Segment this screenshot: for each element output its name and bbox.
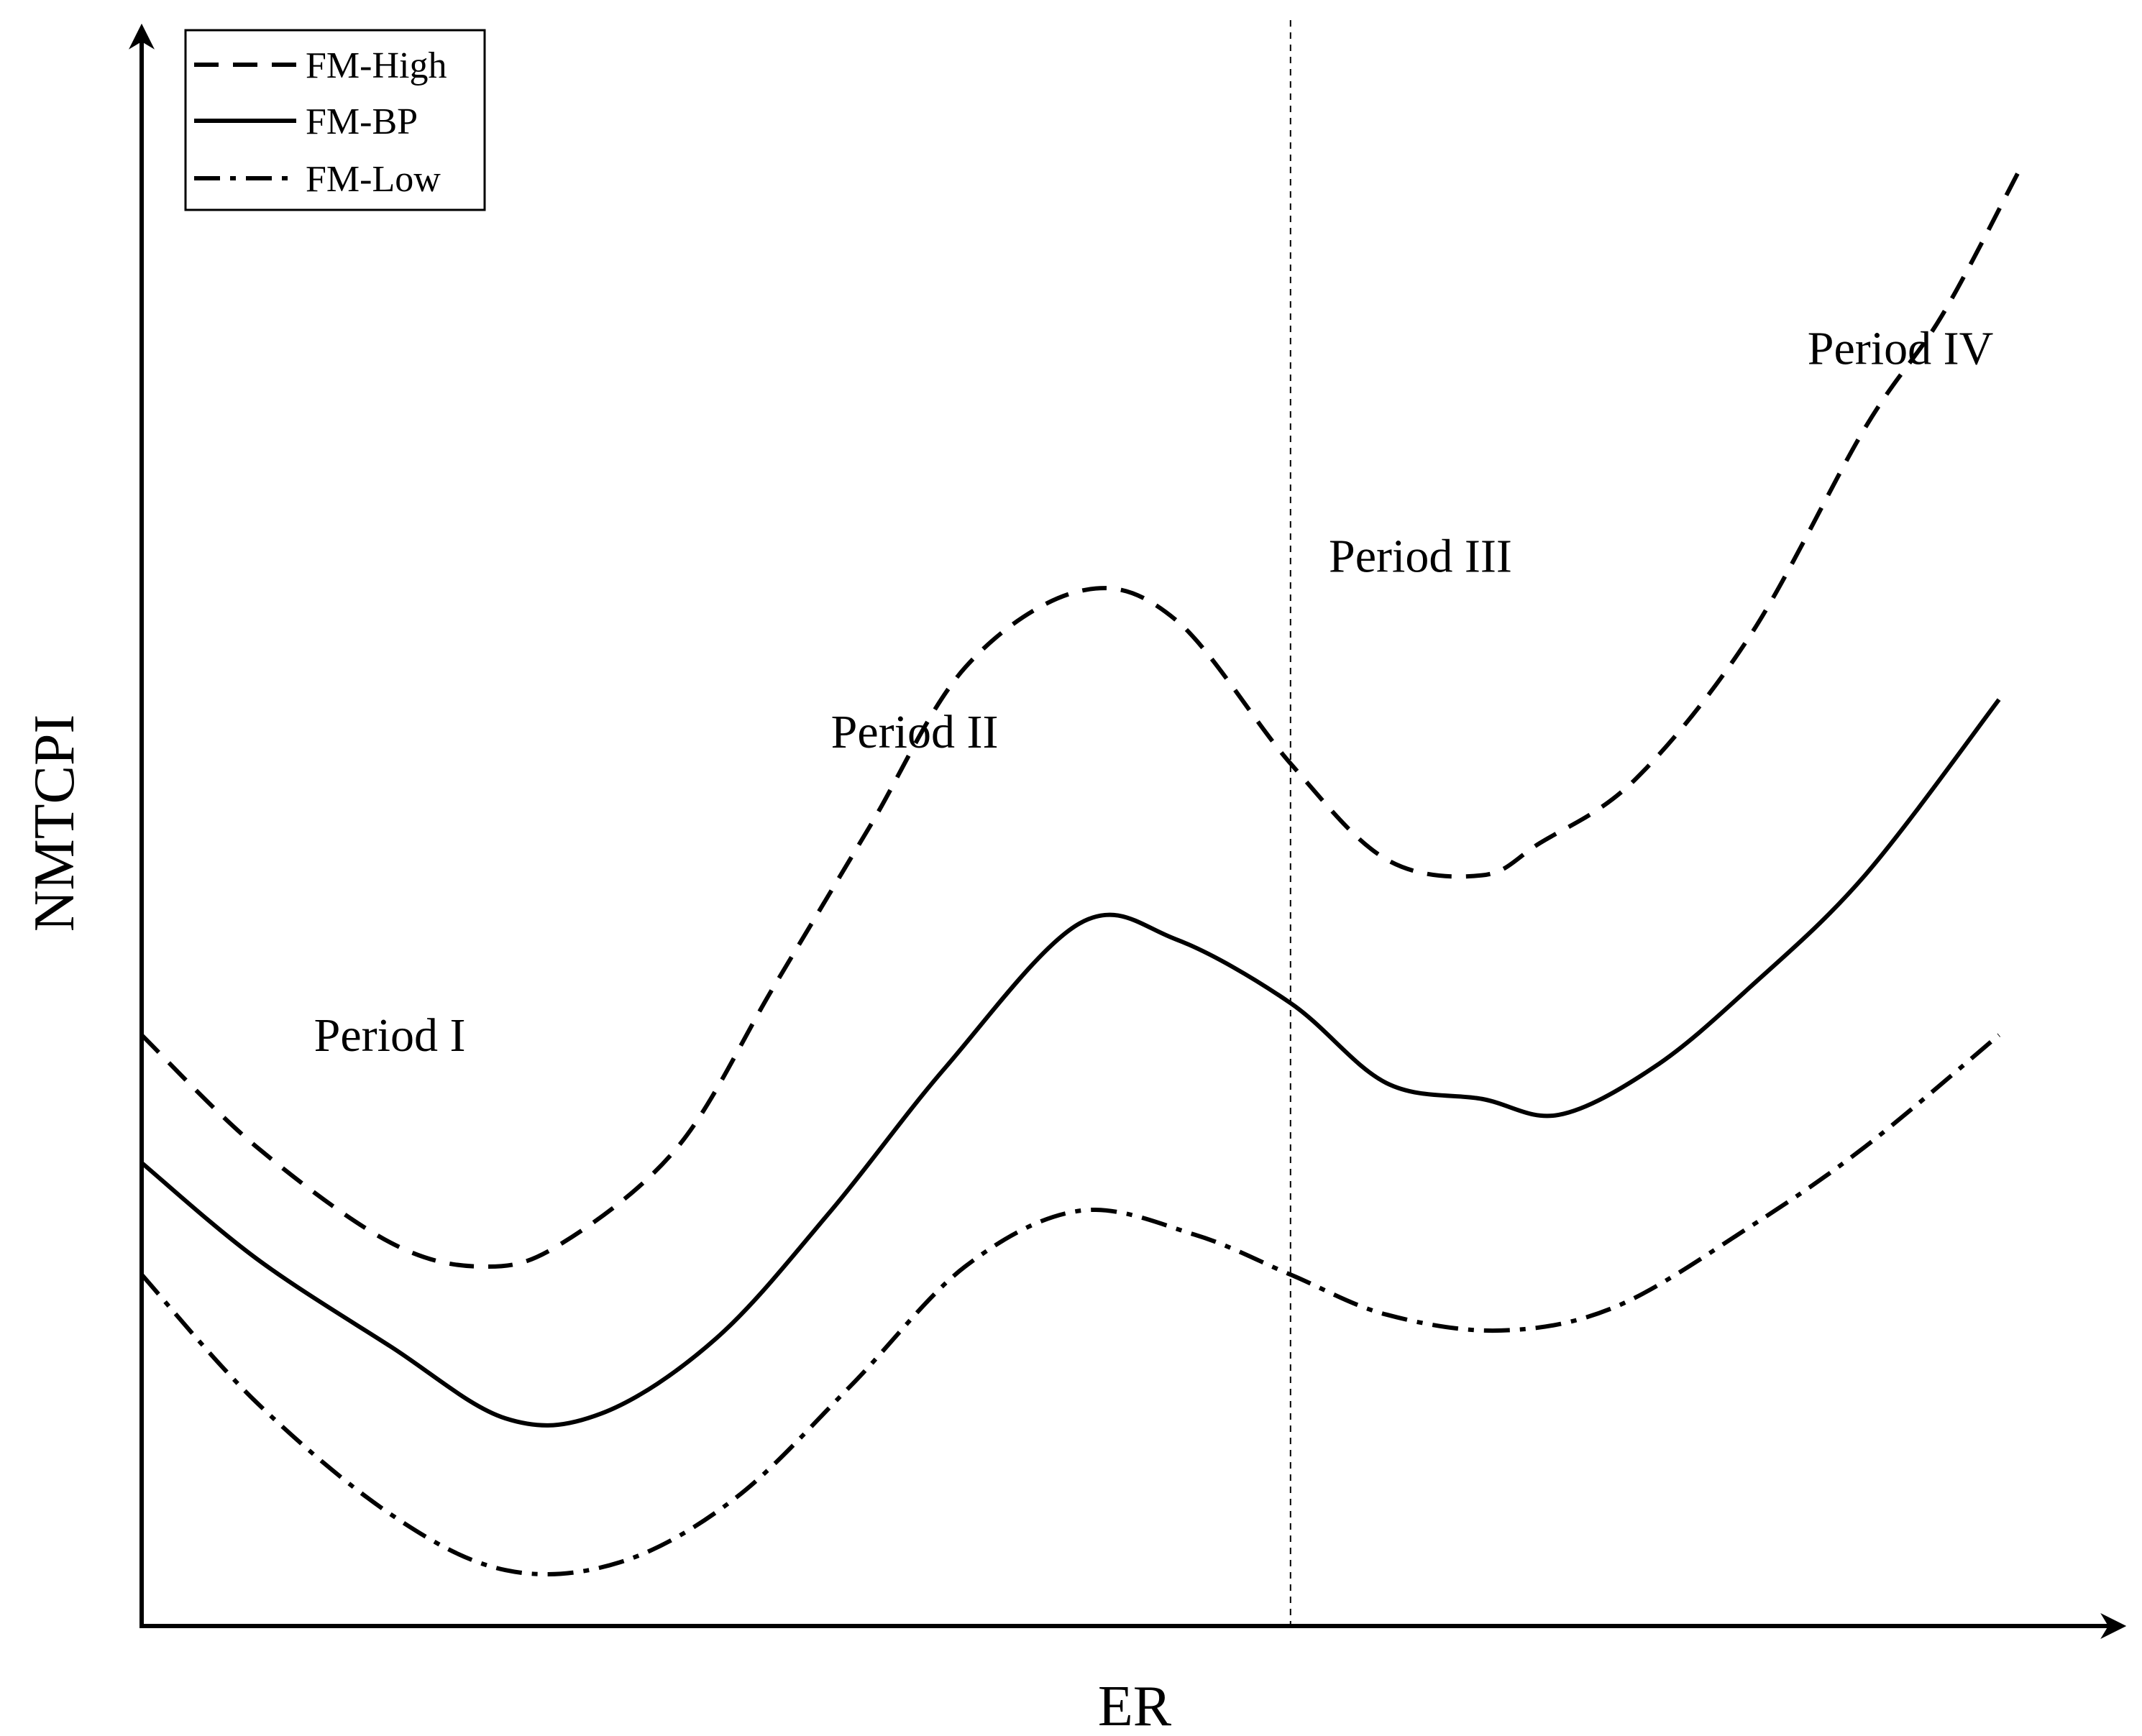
annotation-layer: Period I Period II Period III Period IV <box>314 323 1994 1062</box>
annotation-period-1: Period I <box>314 1009 466 1062</box>
annotation-period-3: Period III <box>1329 530 1512 582</box>
annotation-period-4: Period IV <box>1808 323 1993 375</box>
y-axis-label: NMTCPI <box>23 715 86 932</box>
x-axis-label: ER <box>1098 1675 1172 1736</box>
series-layer <box>139 171 2020 1576</box>
legend-label-fm-high: FM-High <box>306 45 447 86</box>
series-line-fm-low <box>139 1033 2001 1576</box>
legend-label-fm-low: FM-Low <box>306 159 441 200</box>
series-line-fm-bp <box>140 698 2001 1428</box>
legend: FM-High FM-BP FM-Low <box>184 29 486 211</box>
series-line-fm-high <box>139 171 2020 1269</box>
annotation-period-2: Period II <box>831 706 999 758</box>
legend-label-fm-bp: FM-BP <box>306 101 418 142</box>
